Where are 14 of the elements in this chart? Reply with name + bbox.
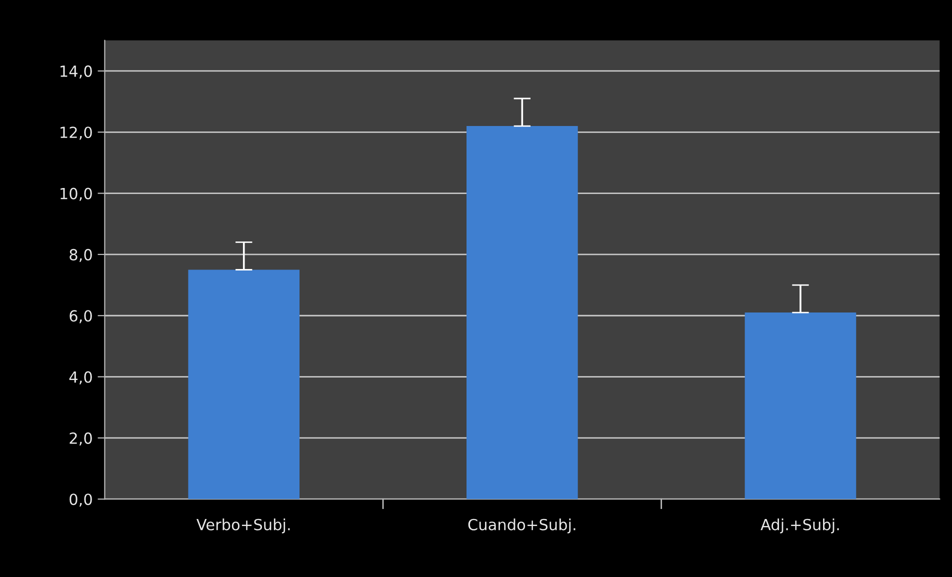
bar: [188, 270, 300, 500]
y-tick-label: 4,0: [69, 371, 92, 384]
y-tick-label: 10,0: [60, 188, 92, 201]
bar: [744, 312, 856, 500]
y-tick-label: 14,0: [60, 65, 92, 79]
x-tick-label: Cuando+Subj.: [468, 518, 576, 534]
bar: [466, 126, 578, 500]
y-tick-label: 6,0: [70, 310, 92, 324]
y-tick-label: 0,0: [70, 494, 92, 507]
y-tick-label: 2,0: [70, 432, 92, 446]
x-tick-label: Verbo+Subj.: [196, 518, 290, 534]
y-tick-label: 8,0: [70, 248, 92, 262]
y-tick-label: 12,0: [60, 126, 92, 140]
x-tick-label: Adj.+Subj.: [760, 518, 839, 534]
